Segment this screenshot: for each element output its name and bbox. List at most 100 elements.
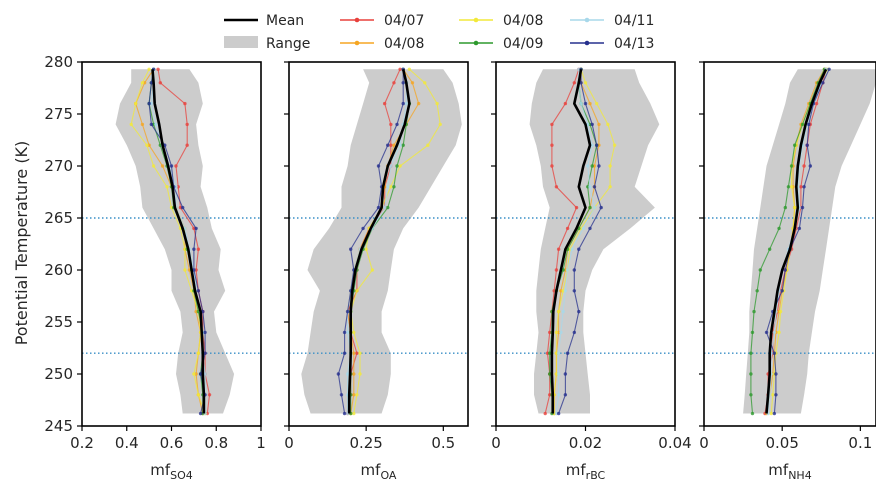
panel-rbc: 0 0.02 0.04 mfrBC [491,61,692,482]
legend-flight-marker [473,40,479,46]
x-tick-label: 0 [491,434,501,452]
series-point [777,226,781,231]
series-point [749,351,753,355]
x-tick-label: 0.8 [204,434,228,452]
series-point [352,393,356,397]
series-point [355,289,359,293]
x-axis-label: mfrBC [566,461,606,482]
series-point [577,309,581,314]
series-point [376,205,381,210]
series-point [398,164,402,168]
series-line [555,69,596,414]
x-tick-label: 0.2 [70,434,94,452]
series-point [792,143,797,147]
series-point [392,81,396,85]
series-point [140,81,145,85]
x-tick-label: 0 [699,434,709,452]
series-point [563,101,568,106]
series-point [749,372,753,376]
x-axis-label-subscript: NH4 [788,469,812,482]
x-axis-label-main: mf [361,461,382,479]
series-line [553,69,616,414]
series-point [548,351,552,355]
series-point [771,393,775,397]
y-axis-title: Potential Temperature (K) [12,141,31,346]
series-point [358,351,362,355]
series-line [130,69,206,414]
y-tick-label: 260 [44,261,73,279]
series-point [345,330,350,335]
series-point [583,101,588,106]
series-point [352,372,356,376]
series-point [196,351,201,355]
series-point [563,372,568,376]
series-point [590,164,594,168]
series-point [194,226,198,231]
series-point [550,164,554,168]
series-point [169,164,174,168]
series-point [201,309,205,314]
range-band [115,69,235,414]
y-tick-label: 280 [44,53,73,71]
series-point [597,164,601,168]
legend-flight-marker [584,40,590,46]
series-point [386,205,390,210]
series-point [355,351,359,355]
series-point [345,309,350,314]
series-point [556,372,561,376]
series-point [588,101,592,106]
series-point [401,143,405,147]
series-point [797,226,802,231]
series-point [772,351,777,355]
x-axis-label: mfSO4 [150,461,193,482]
series-point [554,185,559,189]
series-point [382,205,387,210]
series-point [389,164,393,168]
series-point [750,411,755,416]
series-point [392,185,396,189]
series-point [140,122,145,127]
series-line [337,69,404,414]
x-tick-label: 0.1 [848,434,872,452]
series-point [149,122,154,127]
x-tick-label: 0.02 [569,434,602,452]
range-band [301,69,462,414]
series-5 [147,67,207,416]
series-point [570,247,574,251]
y-tick-label: 250 [44,365,73,383]
series-point [196,393,201,397]
series-point [207,393,212,397]
series-point [361,226,365,231]
legend-range-swatch [224,36,258,48]
series-line [347,68,420,414]
series-5 [336,67,405,416]
y-tick-label: 275 [44,105,73,123]
legend-flight-label: 04/13 [614,36,654,52]
series-point [612,143,617,147]
series-point [180,205,185,210]
series-line [544,69,580,414]
panel-frame [288,61,469,427]
legend-flight-label: 04/07 [384,13,424,29]
series-point [590,143,594,147]
series-point [401,101,405,106]
series-point [750,330,755,335]
x-tick-label: 0.04 [658,434,691,452]
series-point [565,226,570,231]
panel-frame [703,61,876,427]
mean-line [550,69,592,414]
panel-plot-area [496,67,675,416]
series-point [556,247,561,251]
series-point [579,101,583,106]
panel-plot-area [704,67,876,416]
series-point [386,143,390,147]
x-axis-label-subscript: OA [380,469,396,482]
series-point [772,330,777,335]
legend-flight-marker [354,40,360,46]
x-tick-label: 1 [256,434,266,452]
x-tick-label: 0.25 [349,434,382,452]
series-point [554,268,559,272]
series-point [800,205,805,210]
series-point [174,164,178,168]
